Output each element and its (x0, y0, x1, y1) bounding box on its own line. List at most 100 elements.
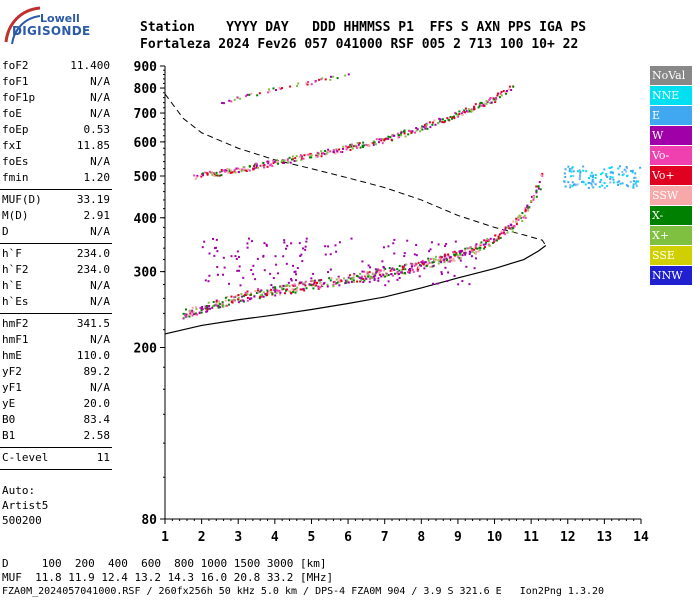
echo-point-f-trace (315, 282, 318, 285)
echo-point-f-trace (396, 270, 399, 273)
param-separator (0, 243, 112, 244)
echo-point-f-trace (319, 281, 322, 284)
echo-point-f-trace (526, 208, 529, 211)
echo-point-f-trace (375, 270, 378, 273)
echo-point-f-trace (332, 281, 335, 284)
echo-point-multi-hop (329, 150, 332, 153)
echo-point-spread-f (263, 242, 266, 245)
echo-point-f-trace (363, 270, 366, 273)
echo-point-f-trace (276, 289, 279, 292)
echo-point-f-trace (475, 250, 478, 253)
echo-point-third-hop (279, 87, 282, 90)
echo-point-spread-f (443, 258, 446, 261)
echo-point-f-trace (493, 238, 496, 241)
echo-point-high-freq (625, 170, 628, 173)
legend-item-x-: X- (650, 206, 692, 226)
param-row: C-level 11 (0, 450, 112, 466)
echo-point-high-freq (579, 174, 582, 177)
echo-point-f-trace (366, 271, 369, 274)
echo-point-multi-hop (361, 144, 364, 147)
echo-point-spread-f (327, 245, 330, 248)
echo-point-spread-f (381, 260, 384, 263)
echo-point-high-freq (567, 181, 570, 184)
param-value: 83.4 (83, 413, 111, 426)
echo-point-spread-f (367, 264, 370, 267)
echo-point-f-trace (231, 301, 234, 304)
param-name: fxI (2, 139, 22, 152)
y-tick-label: 900 (134, 60, 158, 75)
echo-point-multi-hop (194, 177, 197, 180)
echo-point-spread-f (465, 265, 468, 268)
echo-point-f-trace (195, 313, 198, 316)
echo-point-multi-hop (429, 126, 432, 129)
echo-point-f-trace (411, 268, 414, 271)
echo-point-f-trace (445, 257, 448, 260)
echo-point-multi-hop (254, 162, 257, 165)
echo-point-multi-hop (287, 161, 290, 164)
logo-swoosh-icon (4, 6, 41, 45)
echo-point-f-trace (338, 281, 341, 284)
echo-point-multi-hop (368, 144, 371, 147)
echo-point-f-trace (363, 279, 366, 282)
echo-point-f-trace (347, 276, 350, 279)
echo-point-multi-hop (255, 165, 258, 168)
echo-point-multi-hop (271, 164, 274, 167)
echo-point-f-trace (317, 286, 320, 289)
echo-point-spread-f (458, 250, 461, 253)
echo-point-f-trace (540, 174, 543, 177)
echo-point-f-trace (338, 277, 341, 280)
echo-point-f-trace (453, 255, 456, 258)
echo-point-f-trace (422, 262, 425, 265)
echo-point-multi-hop (329, 150, 332, 153)
echo-point-multi-hop (372, 140, 375, 143)
echo-point-multi-hop (389, 136, 392, 139)
echo-point-f-trace (271, 292, 274, 295)
echo-point-f-trace (305, 287, 308, 290)
echo-point-f-trace (506, 226, 509, 229)
param-name: yE (2, 397, 16, 410)
echo-point-f-trace (484, 243, 487, 246)
echo-point-high-freq (609, 178, 612, 181)
x-tick-label: 13 (597, 530, 613, 545)
echo-point-multi-hop (321, 152, 324, 155)
param-value: N/A (90, 75, 110, 88)
param-name: B0 (2, 413, 16, 426)
echo-point-spread-f (432, 282, 435, 285)
echo-point-spread-f (262, 254, 265, 257)
legend-item-w: W (650, 126, 692, 146)
echo-point-f-trace (524, 216, 527, 219)
echo-point-spread-f (308, 283, 311, 286)
echo-point-multi-hop (301, 156, 304, 159)
echo-point-multi-hop (499, 92, 502, 95)
echo-point-spread-f (362, 281, 365, 284)
echo-point-third-hop (332, 75, 335, 78)
echo-point-spread-f (428, 250, 431, 253)
echo-point-f-trace (509, 227, 512, 230)
echo-point-multi-hop (441, 121, 444, 124)
echo-point-f-trace (391, 267, 394, 270)
echo-point-f-trace (502, 229, 505, 232)
echo-point-f-trace (360, 275, 363, 278)
param-row: foF2 11.400 (0, 58, 112, 74)
echo-point-f-trace (484, 239, 487, 242)
echo-point-spread-f (392, 242, 395, 245)
echo-point-spread-f (459, 259, 462, 262)
echo-point-third-hop (239, 97, 242, 100)
echo-point-multi-hop (220, 168, 223, 171)
param-name: C-level (2, 451, 49, 464)
echo-point-f-trace (285, 288, 288, 291)
echo-point-f-trace (352, 274, 355, 277)
echo-point-multi-hop (223, 170, 226, 173)
echo-point-f-trace (257, 289, 260, 292)
echo-point-f-trace (422, 263, 425, 266)
echo-point-multi-hop (200, 175, 203, 178)
echo-point-high-freq (632, 185, 635, 188)
param-separator (0, 447, 112, 448)
echo-point-multi-hop (373, 141, 376, 144)
echo-point-multi-hop (350, 145, 353, 148)
echo-point-spread-f (400, 271, 403, 274)
echo-point-third-hop (268, 90, 271, 93)
echo-point-f-trace (314, 284, 317, 287)
echo-point-multi-hop (252, 167, 255, 170)
echo-point-high-freq (600, 178, 603, 181)
